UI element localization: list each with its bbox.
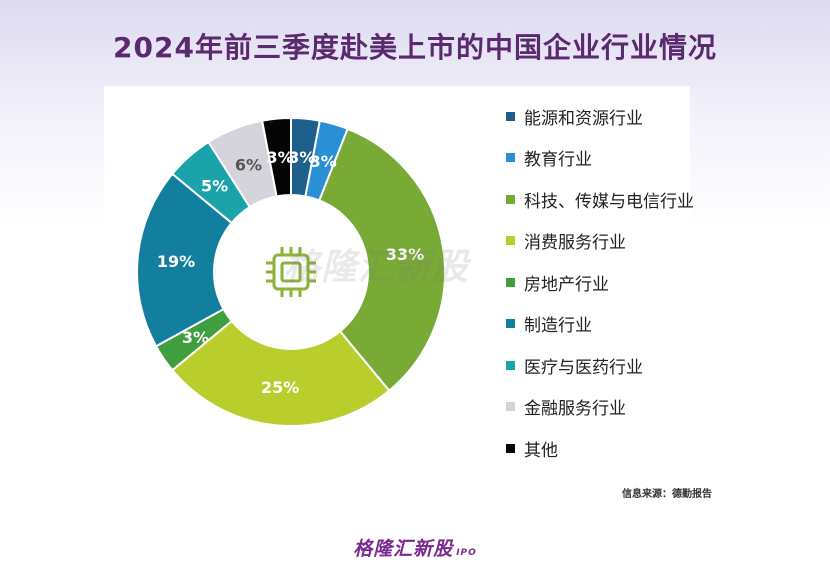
data-labels: 3%3%33%25%3%19%5%6% 3% — [157, 148, 424, 397]
data-label-4: 3% — [182, 328, 209, 347]
brand-logo: 格隆汇新股 IPO — [0, 534, 830, 561]
source-note: 信息来源：德勤报告 — [622, 489, 712, 500]
data-label-2: 33% — [386, 245, 424, 264]
chip-icon — [266, 247, 316, 297]
legend-item-4: 房地产行业 — [506, 270, 609, 295]
data-label-6: 5% — [201, 176, 228, 195]
legend-swatch — [506, 443, 515, 453]
legend-label: 医疗与医药行业 — [524, 357, 643, 378]
legend-swatch — [506, 194, 515, 204]
brand-logo-sub: IPO — [456, 548, 477, 558]
brand-logo-text: 格隆汇新股 — [353, 538, 454, 560]
data-label-0: 3% — [288, 148, 315, 167]
legend-swatch — [506, 111, 515, 121]
legend-swatch — [506, 277, 515, 287]
data-label-3: 25% — [261, 378, 299, 397]
legend-item-5: 制造行业 — [506, 312, 592, 336]
legend-label: 房地产行业 — [524, 274, 609, 295]
slice-8 — [260, 116, 292, 198]
legend-label: 能源和资源行业 — [524, 108, 643, 129]
legend-swatch — [506, 153, 515, 162]
watermark: 格隆汇新股 — [284, 247, 470, 288]
legend-item-1: 教育行业 — [506, 146, 592, 170]
slice-3 — [170, 319, 391, 427]
legend-label: 制造行业 — [524, 316, 592, 336]
legend-swatch — [506, 236, 515, 245]
data-label-8: 3% — [267, 148, 294, 167]
legend-swatch — [506, 319, 515, 328]
legend-label: 消费服务行业 — [524, 233, 626, 253]
legend-swatch — [506, 402, 515, 411]
legend-item-7: 金融服务行业 — [506, 395, 626, 419]
legend-label: 其他 — [524, 440, 558, 461]
donut-chart: 3%3%33%25%3%19%5%6% 3% — [136, 116, 446, 427]
legend-item-6: 医疗与医药行业 — [506, 353, 643, 378]
data-label-7: 6% — [235, 156, 262, 175]
chart-title: 2024年前三季度赴美上市的中国企业行业情况 — [113, 31, 717, 64]
data-label-5: 19% — [157, 252, 195, 271]
donut-slices — [136, 116, 446, 427]
legend-label: 科技、传媒与电信行业 — [524, 191, 694, 212]
slice-5 — [136, 172, 234, 348]
data-label-1: 3% — [310, 152, 337, 171]
legend-label: 教育行业 — [524, 150, 592, 170]
legend-label: 金融服务行业 — [524, 399, 626, 419]
legend-item-0: 能源和资源行业 — [506, 104, 643, 129]
legend-item-2: 科技、传媒与电信行业 — [506, 187, 694, 212]
plot-area: 3% 3% 33% 25% 3% 19% 5% 6% 3% — [104, 86, 690, 470]
slice-2 — [318, 127, 446, 393]
legend-swatch — [506, 360, 515, 370]
legend-item-8: 其他 — [506, 436, 558, 461]
legend-item-3: 消费服务行业 — [506, 229, 626, 253]
